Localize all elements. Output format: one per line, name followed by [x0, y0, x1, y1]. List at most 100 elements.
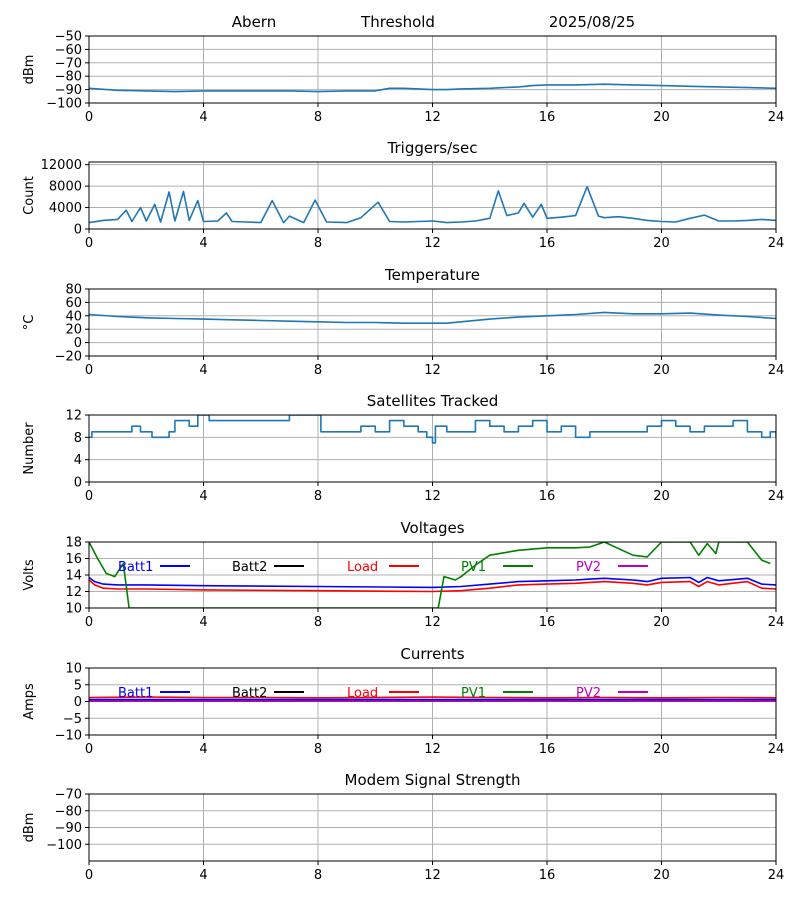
- satellites-ylabel: Number: [22, 422, 37, 475]
- threshold-ytick-label: −70: [55, 56, 82, 71]
- currents-ytick-label: −10: [55, 729, 82, 744]
- voltages-legend-batt2: Batt2: [232, 560, 267, 575]
- temperature-ytick-label: 80: [65, 283, 82, 298]
- triggers-ytick-label: 12000: [41, 158, 82, 173]
- currents-legend-batt1: Batt1: [118, 686, 153, 701]
- threshold-ytick-label: −60: [55, 43, 82, 58]
- threshold-ytick-label: −80: [55, 70, 82, 85]
- currents-xtick-label: 24: [768, 742, 785, 757]
- currents-legend-pv1: PV1: [461, 686, 486, 701]
- temperature-series: [89, 311, 776, 324]
- triggers-xtick-label: 16: [539, 236, 556, 251]
- triggers-ytick-label: 0: [74, 223, 82, 238]
- triggers-ytick-label: 8000: [49, 180, 82, 195]
- temperature-title: Temperature: [384, 266, 480, 284]
- satellites-xtick-label: 20: [653, 489, 670, 504]
- temperature-ytick-label: −20: [55, 350, 82, 365]
- voltages-line-load: [89, 579, 776, 593]
- triggers-xtick-label: 8: [314, 236, 322, 251]
- threshold-panel: 0 4 8 12 16 20 24 −100−90−80−70−60−50 dBm: [22, 30, 784, 126]
- triggers-ytick-label: 4000: [49, 201, 82, 216]
- voltages-xtick-label: 8: [314, 615, 322, 630]
- satellites-ytick-label: 8: [74, 431, 82, 446]
- threshold-ytick-label: −90: [55, 83, 82, 98]
- triggers-series: [89, 185, 776, 224]
- triggers-panel: 0 4 8 12 16 20 24 0 4000 8000 12000 Triggers/sec Cou…: [22, 139, 784, 251]
- currents-xtick-label: 8: [314, 742, 322, 757]
- voltages-xtick-label: 16: [539, 615, 556, 630]
- currents-xtick-label: 4: [199, 742, 207, 757]
- triggers-title: Triggers/sec: [387, 139, 478, 157]
- temperature-ylabel: °C: [22, 315, 37, 331]
- temperature-xtick-label: 8: [314, 363, 322, 378]
- currents-xtick-label: 16: [539, 742, 556, 757]
- header: Abern Threshold 2025/08/25: [232, 13, 635, 31]
- temperature-ytick-label: 20: [65, 323, 82, 338]
- satellites-xtick-label: 12: [424, 489, 441, 504]
- voltages-legend-pv2: PV2: [576, 560, 601, 575]
- modem-xtick-label: 12: [424, 868, 441, 883]
- voltages-ytick-label: 18: [65, 536, 82, 551]
- threshold-series: [89, 83, 776, 93]
- satellites-panel: 0 4 8 12 16 20 24 0 4 8 12 Satellites Tracked Number: [22, 392, 784, 504]
- voltages-xtick-label: 20: [653, 615, 670, 630]
- triggers-xtick-label: 4: [199, 236, 207, 251]
- temperature-line-series: [89, 311, 776, 324]
- satellites-ytick-label: 4: [74, 453, 82, 468]
- threshold-ytick-label: −100: [46, 97, 82, 112]
- modem-ytick-label: −100: [46, 838, 82, 853]
- voltages-ytick-label: 16: [65, 552, 82, 567]
- site-name: Abern: [232, 13, 276, 31]
- temperature-xtick-label: 12: [424, 363, 441, 378]
- satellites-xtick-label: 24: [768, 489, 785, 504]
- currents-title: Currents: [400, 645, 464, 663]
- currents-legend-load: Load: [347, 686, 378, 701]
- threshold-ylabel: dBm: [22, 55, 37, 85]
- threshold-xtick-label: 16: [539, 110, 556, 125]
- modem-panel: 0 4 8 12 16 20 24 −100 −90 −80−70 Modem Signal Str…: [22, 771, 784, 883]
- temperature-xtick-label: 16: [539, 363, 556, 378]
- triggers-xtick-label: 24: [768, 236, 785, 251]
- currents-ytick-label: 0: [74, 695, 82, 710]
- temperature-xtick-label: 4: [199, 363, 207, 378]
- modem-ylabel: dBm: [22, 813, 37, 843]
- temperature-xtick-label: 20: [653, 363, 670, 378]
- modem-xtick-label: 20: [653, 868, 670, 883]
- threshold-xtick-label: 20: [653, 110, 670, 125]
- voltages-xtick-label: 24: [768, 615, 785, 630]
- modem-ytick-label: −90: [55, 821, 82, 836]
- modem-ytick-label: −70: [55, 788, 82, 803]
- currents-legend-pv2: PV2: [576, 686, 601, 701]
- header-label: Threshold: [360, 13, 435, 31]
- modem-xtick-label: 24: [768, 868, 785, 883]
- currents-legend-batt2: Batt2: [232, 686, 267, 701]
- satellites-title: Satellites Tracked: [367, 392, 498, 410]
- satellites-series: [89, 415, 776, 444]
- currents-ylabel: Amps: [22, 683, 37, 720]
- modem-ytick-label: −80: [55, 804, 82, 819]
- voltages-line-batt1: [89, 576, 776, 589]
- currents-xtick-label: 12: [424, 742, 441, 757]
- voltages-ytick-label: 10: [65, 602, 82, 617]
- temperature-ytick-label: 40: [65, 309, 82, 324]
- triggers-xtick-label: 12: [424, 236, 441, 251]
- currents-xtick-label: 20: [653, 742, 670, 757]
- triggers-ylabel: Count: [22, 176, 37, 215]
- voltages-legend-load: Load: [347, 560, 378, 575]
- voltages-line-pv1: [89, 542, 771, 608]
- modem-title: Modem Signal Strength: [345, 771, 521, 789]
- voltages-series: [89, 542, 776, 608]
- threshold-xtick-label: 0: [85, 110, 93, 125]
- threshold-xtick-label: 24: [768, 110, 785, 125]
- satellites-xtick-label: 8: [314, 489, 322, 504]
- header-date: 2025/08/25: [549, 13, 635, 31]
- satellites-xtick-label: 4: [199, 489, 207, 504]
- temperature-ytick-label: 60: [65, 296, 82, 311]
- temperature-xtick-label: 0: [85, 363, 93, 378]
- currents-ytick-label: −5: [63, 712, 82, 727]
- triggers-line-series: [89, 185, 776, 224]
- triggers-xtick-label: 0: [85, 236, 93, 251]
